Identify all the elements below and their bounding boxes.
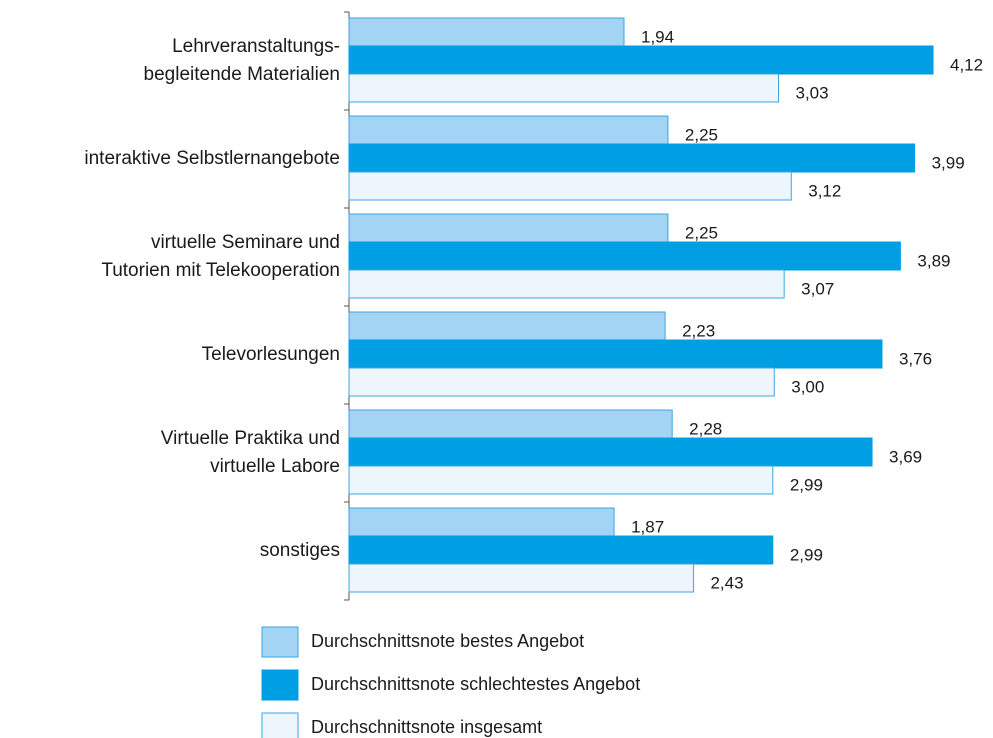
legend-label: Durchschnittsnote bestes Angebot	[311, 631, 584, 651]
category-label: virtuelle Seminare und	[151, 232, 340, 253]
bar	[348, 171, 792, 201]
value-label: 3,76	[899, 349, 932, 368]
value-label: 4,12	[950, 55, 983, 74]
bar	[348, 269, 785, 299]
value-label: 2,99	[790, 475, 823, 494]
value-label: 2,99	[790, 545, 823, 564]
value-label: 1,94	[641, 27, 674, 46]
value-label: 3,99	[932, 153, 965, 172]
bar	[348, 213, 669, 243]
bar	[348, 409, 673, 439]
value-label: 3,00	[791, 377, 824, 396]
bar	[348, 17, 625, 47]
bar	[348, 241, 901, 271]
category-label: interaktive Selbstlernangebote	[84, 148, 340, 169]
bar	[348, 311, 666, 341]
value-label: 2,25	[685, 223, 718, 242]
bar	[348, 465, 774, 495]
value-label: 3,69	[889, 447, 922, 466]
value-label: 3,03	[795, 83, 828, 102]
category-label: sonstiges	[260, 540, 340, 561]
bar	[348, 73, 779, 103]
category-label: Tutorien mit Telekooperation	[101, 260, 340, 281]
value-label: 2,28	[689, 419, 722, 438]
legend-swatch	[261, 669, 299, 701]
category-label: Televorlesungen	[202, 344, 340, 365]
bar	[348, 367, 775, 397]
category-label: begleitende Materialien	[144, 64, 340, 85]
category-label: virtuelle Labore	[210, 456, 340, 477]
legend-label: Durchschnittsnote schlechtestes Angebot	[311, 674, 640, 694]
bar	[348, 563, 694, 593]
value-label: 3,07	[801, 279, 834, 298]
legend-swatch	[261, 712, 299, 738]
bar	[348, 437, 873, 467]
category-label: Lehrveranstaltungs-	[172, 36, 340, 57]
value-label: 2,23	[682, 321, 715, 340]
bar	[348, 115, 669, 145]
value-label: 3,89	[917, 251, 950, 270]
bar	[348, 143, 916, 173]
bar	[348, 339, 883, 369]
bar	[348, 535, 774, 565]
legend-label: Durchschnittsnote insgesamt	[311, 717, 542, 737]
value-label: 1,87	[631, 517, 664, 536]
value-label: 2,25	[685, 125, 718, 144]
bar	[348, 45, 934, 75]
category-label: Virtuelle Praktika und	[161, 428, 340, 449]
bar	[348, 507, 615, 537]
legend-swatch	[261, 626, 299, 658]
value-label: 2,43	[710, 573, 743, 592]
value-label: 3,12	[808, 181, 841, 200]
